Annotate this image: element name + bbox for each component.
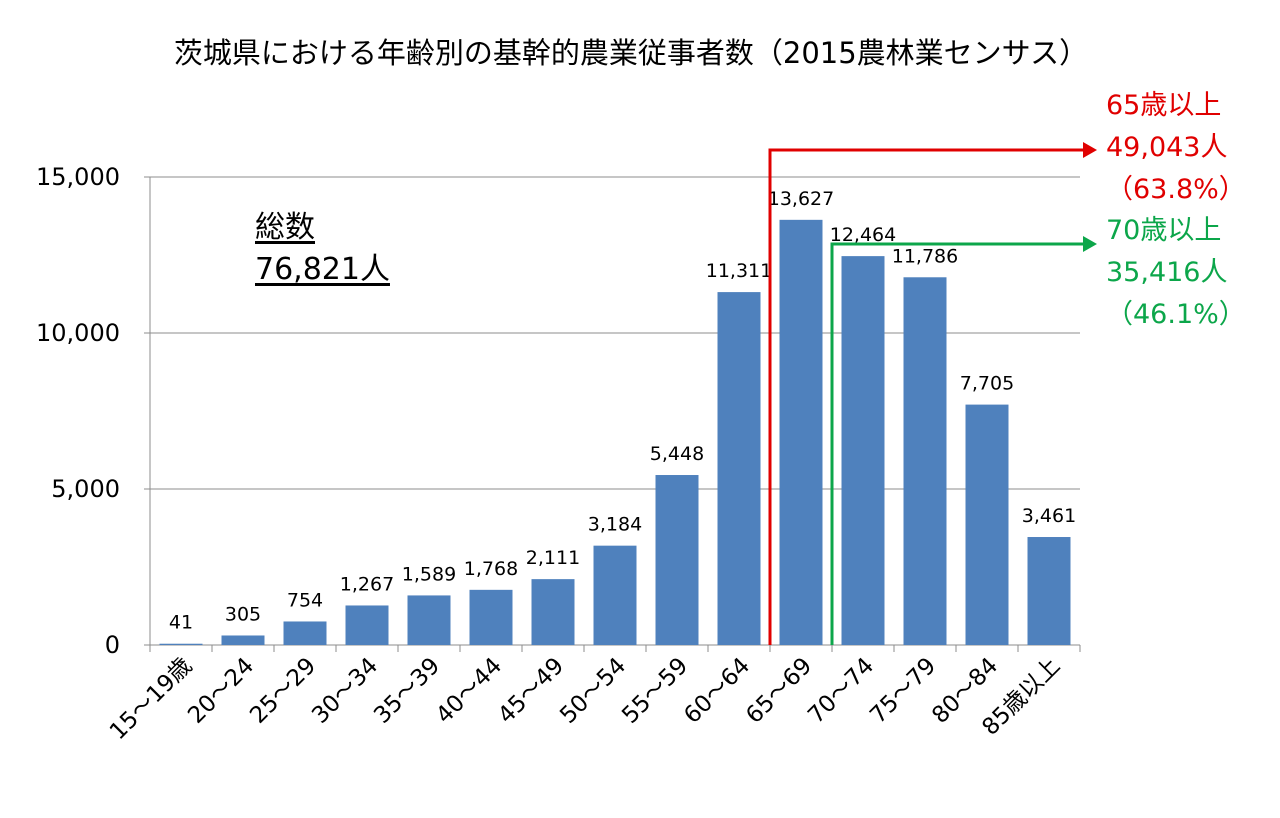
- total-annotation: 総数 76,821人: [255, 207, 390, 291]
- data-label: 12,464: [830, 224, 896, 246]
- total-value: 76,821人: [255, 252, 390, 287]
- data-label: 2,111: [526, 547, 580, 569]
- bar-2: [283, 621, 327, 645]
- x-tick-label: 30～34: [307, 653, 383, 729]
- bar-14: [1027, 537, 1071, 645]
- bar-0: [159, 643, 203, 645]
- over70-label: 70歳以上: [1106, 215, 1222, 246]
- over70-arrow-arrowhead: [1083, 236, 1097, 252]
- over70-percent: （46.1%）: [1106, 299, 1246, 330]
- bar-12: [903, 277, 947, 645]
- over65-label: 65歳以上: [1106, 90, 1222, 121]
- bar-3: [345, 605, 389, 645]
- bar-5: [469, 589, 513, 645]
- x-tick-label: 25～29: [245, 653, 321, 729]
- data-labels: 41 305 754 1,267 1,589 1,768 2,111 3,184 5,448 11…: [169, 188, 1076, 634]
- over70-annotation: 70歳以上 35,416人 （46.1%）: [1106, 210, 1246, 336]
- y-tick-label: 0: [105, 631, 120, 659]
- x-tick-label: 70～74: [803, 653, 879, 729]
- bar-13: [965, 404, 1009, 645]
- callout-arrows: [768, 142, 1097, 645]
- over70-value: 35,416人: [1106, 257, 1228, 288]
- x-tick-label: 15～19歳: [105, 653, 197, 745]
- data-label: 11,786: [892, 245, 958, 267]
- bar-11: [841, 256, 885, 645]
- x-tick-label: 50～54: [555, 653, 631, 729]
- x-tick-label: 20～24: [183, 653, 259, 729]
- data-label: 7,705: [960, 373, 1014, 395]
- data-label: 41: [169, 612, 193, 634]
- bar-7: [593, 545, 637, 645]
- y-tick-label: 5,000: [51, 475, 120, 503]
- bar-8: [655, 475, 699, 645]
- data-label: 754: [287, 589, 323, 611]
- y-tick-label: 10,000: [36, 319, 120, 347]
- bar-9: [717, 292, 761, 645]
- x-tick-label: 55～59: [617, 653, 693, 729]
- x-tick-label: 60～64: [679, 653, 755, 729]
- x-tick-label: 45～49: [493, 653, 569, 729]
- chart-title: 茨城県における年齢別の基幹的農業従事者数（2015農林業センサス）: [173, 36, 1089, 70]
- data-label: 305: [225, 603, 261, 625]
- over70-arrow-line: [830, 242, 1083, 645]
- over65-arrow-line: [768, 148, 1083, 645]
- over65-annotation: 65歳以上 49,043人 （63.8%）: [1106, 85, 1246, 211]
- x-tick-label: 35～39: [369, 653, 445, 729]
- x-tick-label: 75～79: [865, 653, 941, 729]
- data-label: 1,768: [464, 558, 518, 580]
- bars: [159, 219, 1071, 646]
- over65-arrow-arrowhead: [1083, 142, 1097, 158]
- over65-percent: （63.8%）: [1106, 174, 1246, 205]
- bar-4: [407, 595, 451, 645]
- data-label: 1,267: [340, 573, 394, 595]
- x-tick-label: 65～69: [741, 653, 817, 729]
- bar-6: [531, 579, 575, 645]
- y-tick-label: 15,000: [36, 163, 120, 191]
- data-label: 13,627: [768, 188, 834, 210]
- data-label: 3,461: [1022, 505, 1076, 527]
- data-label: 5,448: [650, 443, 704, 465]
- total-label: 総数: [255, 210, 315, 245]
- over65-value: 49,043人: [1106, 132, 1228, 163]
- bar-1: [221, 635, 265, 645]
- data-label: 11,311: [706, 260, 772, 282]
- data-label: 3,184: [588, 514, 642, 536]
- x-tick-label: 40～44: [431, 653, 507, 729]
- bar-10: [779, 219, 823, 646]
- data-label: 1,589: [402, 563, 456, 585]
